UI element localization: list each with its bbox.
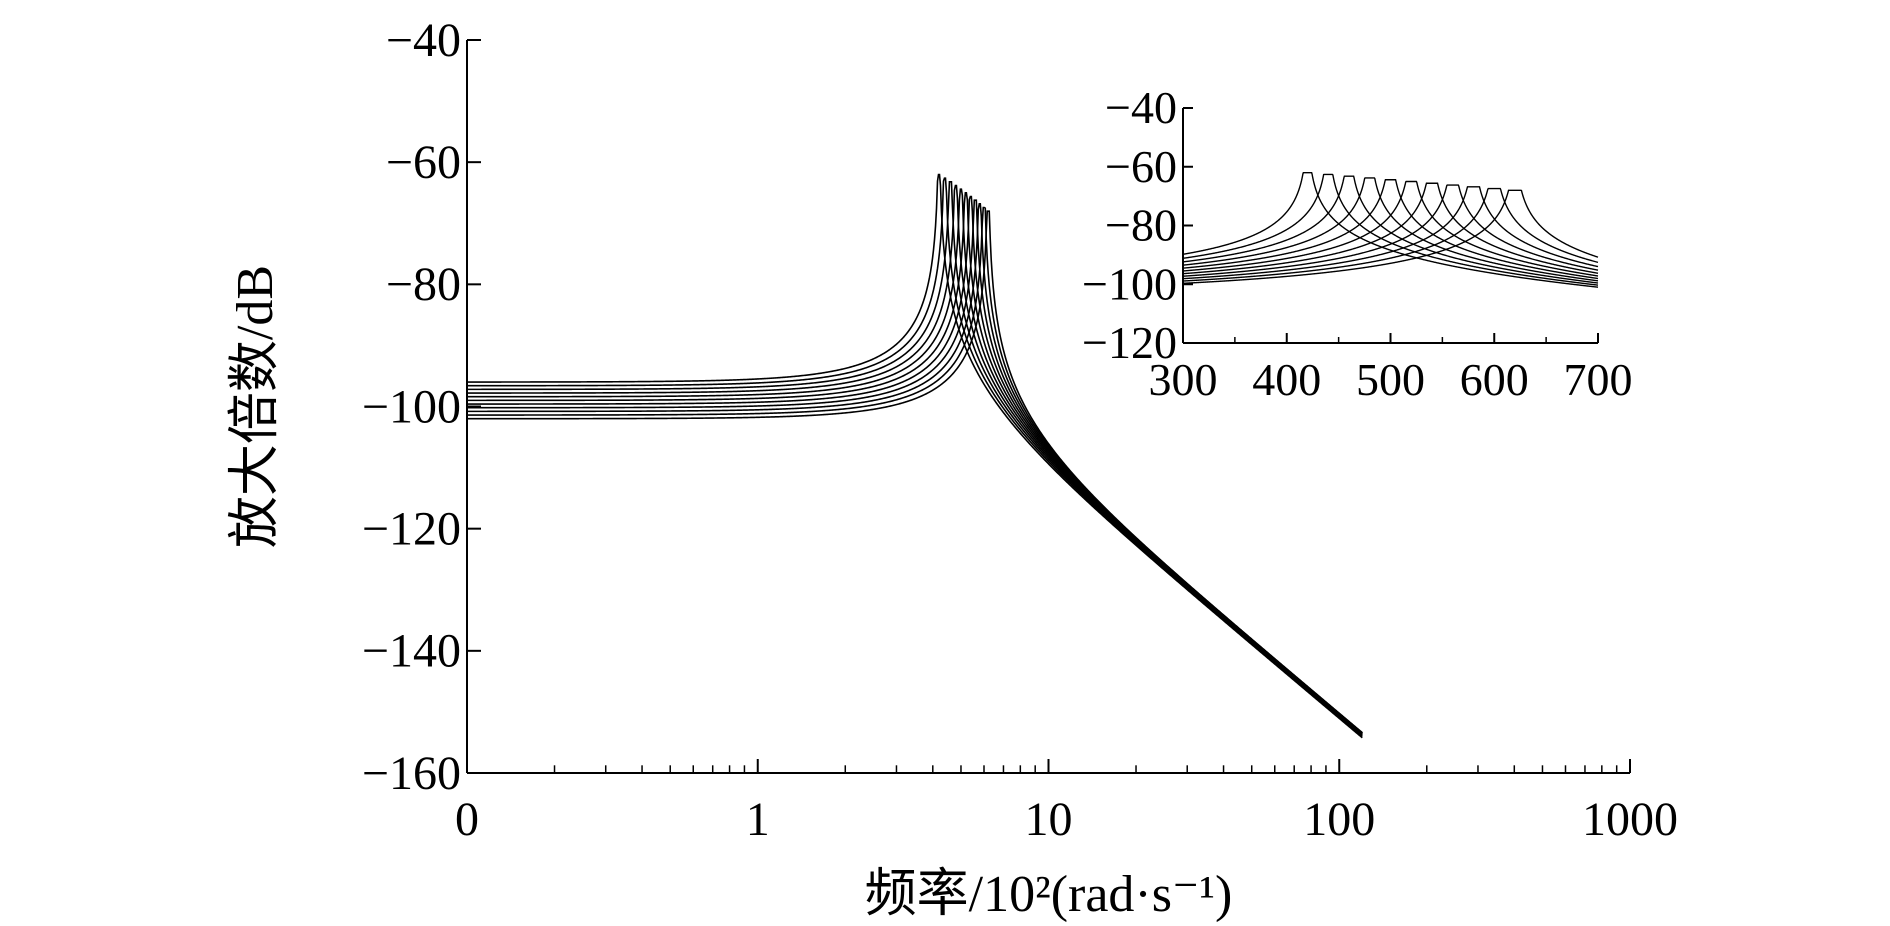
main-x-tick-label: 1000: [1582, 793, 1678, 846]
main-y-tick-label: −80: [386, 258, 461, 311]
inset-series-line-8: [1182, 184, 1599, 277]
main-y-tick-label: −140: [362, 625, 461, 678]
main-series-line-9: [467, 203, 1363, 734]
main-series-line-2: [467, 177, 1363, 738]
main-series-line-3: [467, 181, 1363, 737]
inset-series-line-10: [1182, 187, 1599, 282]
inset-y-tick-label: −80: [1105, 200, 1177, 251]
inset-x-tick-label: 700: [1564, 354, 1633, 405]
inset-y-tick-label: −100: [1082, 258, 1177, 309]
inset-series-line-6: [1182, 180, 1599, 277]
inset-x-tick-label: 600: [1460, 354, 1529, 405]
main-x-tick-label: 100: [1303, 793, 1375, 846]
main-series-line-4: [467, 184, 1363, 736]
main-y-tick-label: −60: [386, 136, 461, 189]
inset-series-line-5: [1182, 179, 1599, 280]
main-y-tick-label: −160: [362, 747, 461, 800]
main-series-line-1: [467, 173, 1363, 739]
inset-series-line-3: [1182, 175, 1599, 284]
main-x-tick-label: 10: [1025, 793, 1073, 846]
main-series-line-8: [467, 199, 1363, 734]
main-y-tick-label: −120: [362, 503, 461, 556]
inset-series-line-9: [1182, 186, 1599, 280]
inset-x-tick-label: 300: [1149, 354, 1218, 405]
main-series-line-10: [467, 206, 1363, 734]
main-y-axis-title: 放大倍数/dB: [227, 265, 284, 548]
main-y-tick-label: −40: [386, 14, 461, 67]
inset-y-tick-label: −60: [1105, 141, 1177, 192]
inset-series-line-7: [1182, 182, 1599, 275]
inset-y-tick-label: −40: [1105, 82, 1177, 133]
main-x-tick-label: 0: [455, 793, 479, 846]
inset-series-line-4: [1182, 177, 1599, 282]
main-series-line-11: [467, 210, 1363, 734]
main-series-line-6: [467, 192, 1363, 734]
main-series-line-5: [467, 188, 1363, 735]
inset-series-line-1: [1182, 171, 1599, 288]
inset-series-line-11: [1182, 189, 1599, 285]
inset-y-tick-label: −120: [1082, 317, 1177, 368]
inset-x-tick-label: 500: [1356, 354, 1425, 405]
main-x-tick-label: 1: [746, 793, 770, 846]
main-x-axis-title: 频率/10²(rad·s⁻¹): [865, 866, 1233, 923]
inset-series-line-2: [1182, 173, 1599, 286]
inset-x-tick-label: 400: [1252, 354, 1321, 405]
main-series-line-7: [467, 195, 1363, 734]
main-y-tick-label: −100: [362, 380, 461, 433]
